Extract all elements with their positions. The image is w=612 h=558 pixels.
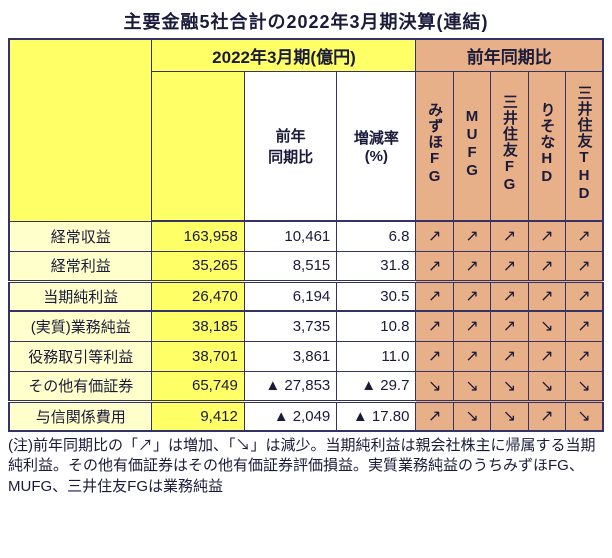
table-row: 役務取引等利益 38,701 3,861 11.0 ↗ ↗ ↗ ↗ ↗: [9, 341, 603, 371]
arrow-icon: ↗: [416, 341, 453, 371]
diff-subhead: 前年 同期比: [244, 71, 336, 221]
group-header-comparison: 前年同期比: [416, 39, 603, 71]
company-col-3: りそなHD: [528, 71, 565, 221]
arrow-icon: ↗: [566, 311, 603, 341]
arrow-icon: ↘: [491, 401, 528, 431]
arrow-icon: ↗: [491, 221, 528, 251]
row-rate: 11.0: [337, 341, 416, 371]
chart-title: 主要金融5社合計の2022年3月期決算(連結): [8, 8, 604, 34]
financial-table: 2022年3月期(億円) 前年同期比 前年 同期比 増減率 (%) みずほFG …: [8, 38, 604, 432]
arrow-icon: ↘: [416, 371, 453, 401]
arrow-icon: ↘: [528, 311, 565, 341]
row-label: 与信関係費用: [9, 401, 152, 431]
arrow-icon: ↗: [566, 251, 603, 281]
row-value: 9,412: [152, 401, 244, 431]
row-value: 163,958: [152, 221, 244, 251]
row-diff: 3,735: [244, 311, 336, 341]
arrow-icon: ↗: [453, 311, 490, 341]
row-value: 26,470: [152, 281, 244, 311]
arrow-icon: ↗: [528, 221, 565, 251]
row-value: 35,265: [152, 251, 244, 281]
row-diff: 3,861: [244, 341, 336, 371]
arrow-icon: ↗: [491, 341, 528, 371]
company-col-4: 三井住友THD: [566, 71, 603, 221]
row-rate: 10.8: [337, 311, 416, 341]
row-rate: 6.8: [337, 221, 416, 251]
arrow-icon: ↘: [491, 371, 528, 401]
company-col-1: MUFG: [453, 71, 490, 221]
header-row-1: 2022年3月期(億円) 前年同期比: [9, 39, 603, 71]
arrow-icon: ↗: [528, 341, 565, 371]
company-col-2: 三井住友FG: [491, 71, 528, 221]
arrow-icon: ↗: [528, 401, 565, 431]
row-value: 38,185: [152, 311, 244, 341]
arrow-icon: ↗: [566, 221, 603, 251]
row-label: (実質)業務純益: [9, 311, 152, 341]
arrow-icon: ↗: [528, 281, 565, 311]
arrow-icon: ↘: [453, 371, 490, 401]
row-diff: 10,461: [244, 221, 336, 251]
row-rate: 30.5: [337, 281, 416, 311]
arrow-icon: ↗: [416, 251, 453, 281]
arrow-icon: ↘: [453, 401, 490, 431]
row-rate: 31.8: [337, 251, 416, 281]
table-row: 当期純利益 26,470 6,194 30.5 ↗ ↗ ↗ ↗ ↗: [9, 281, 603, 311]
table-row: 経常収益 163,958 10,461 6.8 ↗ ↗ ↗ ↗ ↗: [9, 221, 603, 251]
arrow-icon: ↗: [453, 251, 490, 281]
arrow-icon: ↗: [566, 341, 603, 371]
row-diff: ▲ 27,853: [244, 371, 336, 401]
footnote: (注)前年同期比の「↗」は増加、「↘」は減少。当期純利益は親会社株主に帰属する当…: [8, 436, 604, 497]
row-diff: 8,515: [244, 251, 336, 281]
arrow-icon: ↗: [416, 221, 453, 251]
arrow-icon: ↗: [416, 401, 453, 431]
arrow-icon: ↗: [491, 281, 528, 311]
arrow-icon: ↘: [566, 371, 603, 401]
table-row: 経常利益 35,265 8,515 31.8 ↗ ↗ ↗ ↗ ↗: [9, 251, 603, 281]
arrow-icon: ↗: [416, 281, 453, 311]
arrow-icon: ↗: [453, 341, 490, 371]
arrow-icon: ↘: [566, 401, 603, 431]
arrow-icon: ↗: [491, 311, 528, 341]
company-col-0: みずほFG: [416, 71, 453, 221]
row-label: その他有価証券: [9, 371, 152, 401]
row-label: 経常収益: [9, 221, 152, 251]
row-diff: ▲ 2,049: [244, 401, 336, 431]
table-row: 与信関係費用 9,412 ▲ 2,049 ▲ 17.80 ↗ ↘ ↘ ↗ ↘: [9, 401, 603, 431]
table-row: (実質)業務純益 38,185 3,735 10.8 ↗ ↗ ↗ ↘ ↗: [9, 311, 603, 341]
corner-cell: [9, 39, 152, 221]
row-label: 役務取引等利益: [9, 341, 152, 371]
row-label: 当期純利益: [9, 281, 152, 311]
group-header-main: 2022年3月期(億円): [152, 39, 416, 71]
arrow-icon: ↗: [528, 251, 565, 281]
row-value: 38,701: [152, 341, 244, 371]
rate-subhead: 増減率 (%): [337, 71, 416, 221]
arrow-icon: ↗: [453, 281, 490, 311]
arrow-icon: ↗: [566, 281, 603, 311]
row-rate: ▲ 17.80: [337, 401, 416, 431]
arrow-icon: ↘: [528, 371, 565, 401]
table-row: その他有価証券 65,749 ▲ 27,853 ▲ 29.7 ↘ ↘ ↘ ↘ ↘: [9, 371, 603, 401]
value-subhead-blank: [152, 71, 244, 221]
arrow-icon: ↗: [491, 251, 528, 281]
row-value: 65,749: [152, 371, 244, 401]
arrow-icon: ↗: [416, 311, 453, 341]
row-rate: ▲ 29.7: [337, 371, 416, 401]
arrow-icon: ↗: [453, 221, 490, 251]
row-diff: 6,194: [244, 281, 336, 311]
row-label: 経常利益: [9, 251, 152, 281]
